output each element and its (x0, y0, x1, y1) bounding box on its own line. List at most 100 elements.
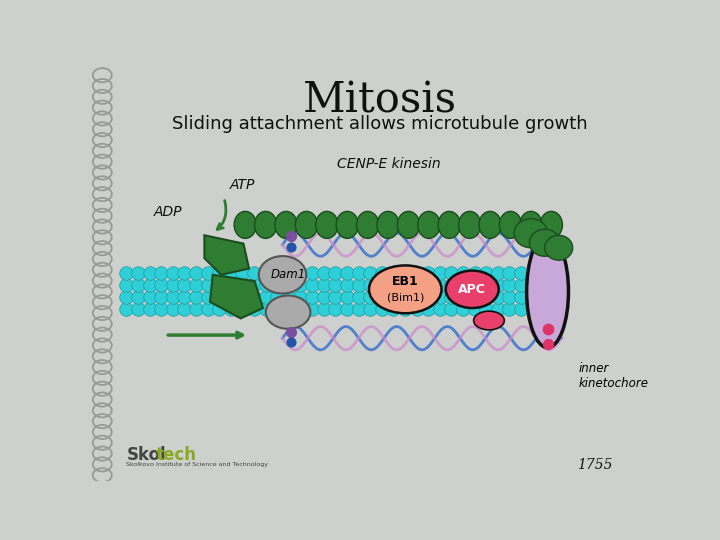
Ellipse shape (540, 211, 562, 238)
Point (410, 293, 422, 302)
Point (446, 305, 457, 314)
Point (237, 281, 248, 290)
Point (434, 305, 446, 314)
Point (144, 305, 156, 314)
Text: ADP: ADP (154, 205, 183, 219)
Point (283, 305, 294, 314)
Point (539, 293, 550, 302)
Point (318, 305, 330, 314)
Point (527, 293, 539, 302)
Point (190, 281, 202, 290)
Ellipse shape (500, 211, 521, 238)
Point (341, 269, 353, 278)
Ellipse shape (418, 211, 440, 238)
Point (539, 305, 550, 314)
Point (469, 305, 480, 314)
Point (285, 328, 297, 336)
Point (306, 269, 318, 278)
Point (399, 293, 410, 302)
Point (376, 281, 387, 290)
Point (434, 269, 446, 278)
Point (410, 281, 422, 290)
Point (434, 281, 446, 290)
Point (539, 269, 550, 278)
Point (260, 269, 271, 278)
Point (492, 293, 503, 302)
Point (446, 293, 457, 302)
Point (353, 305, 364, 314)
Point (503, 293, 515, 302)
Point (527, 305, 539, 314)
Point (248, 269, 260, 278)
Point (237, 293, 248, 302)
Point (364, 269, 376, 278)
Point (480, 293, 492, 302)
Point (167, 293, 179, 302)
Point (225, 305, 237, 314)
Point (423, 305, 434, 314)
Point (457, 305, 469, 314)
Point (285, 232, 297, 241)
Text: APC: APC (459, 283, 486, 296)
Point (225, 269, 237, 278)
Point (515, 293, 526, 302)
Ellipse shape (446, 271, 499, 308)
Point (202, 293, 213, 302)
Point (144, 281, 156, 290)
Point (353, 293, 364, 302)
Point (121, 281, 132, 290)
Point (503, 269, 515, 278)
Point (480, 281, 492, 290)
Point (469, 269, 480, 278)
Ellipse shape (520, 211, 542, 238)
Point (330, 269, 341, 278)
Point (248, 305, 260, 314)
Point (294, 305, 306, 314)
Point (167, 305, 179, 314)
Point (306, 293, 318, 302)
Ellipse shape (356, 211, 379, 238)
Point (285, 242, 297, 251)
Point (283, 281, 294, 290)
Text: Skol: Skol (126, 446, 166, 464)
Point (285, 338, 297, 347)
Point (202, 269, 213, 278)
Ellipse shape (459, 211, 481, 238)
Point (248, 293, 260, 302)
Point (364, 305, 376, 314)
Point (179, 281, 190, 290)
Point (457, 281, 469, 290)
Point (248, 281, 260, 290)
Point (214, 281, 225, 290)
Point (503, 281, 515, 290)
Ellipse shape (275, 211, 297, 238)
Point (550, 305, 562, 314)
Point (214, 293, 225, 302)
Ellipse shape (266, 295, 310, 329)
Point (283, 269, 294, 278)
Point (550, 293, 562, 302)
Point (306, 305, 318, 314)
Point (503, 305, 515, 314)
Point (294, 293, 306, 302)
Polygon shape (210, 275, 263, 319)
Point (423, 281, 434, 290)
Point (423, 269, 434, 278)
Point (399, 269, 410, 278)
Point (541, 340, 553, 349)
Point (387, 305, 399, 314)
Point (132, 269, 144, 278)
Point (271, 293, 283, 302)
Point (179, 269, 190, 278)
Point (132, 305, 144, 314)
Point (399, 305, 410, 314)
Point (376, 293, 387, 302)
Point (260, 281, 271, 290)
Point (515, 281, 526, 290)
Point (492, 281, 503, 290)
Point (330, 305, 341, 314)
Point (294, 269, 306, 278)
Text: ATP: ATP (230, 178, 255, 192)
Point (121, 269, 132, 278)
Point (492, 269, 503, 278)
